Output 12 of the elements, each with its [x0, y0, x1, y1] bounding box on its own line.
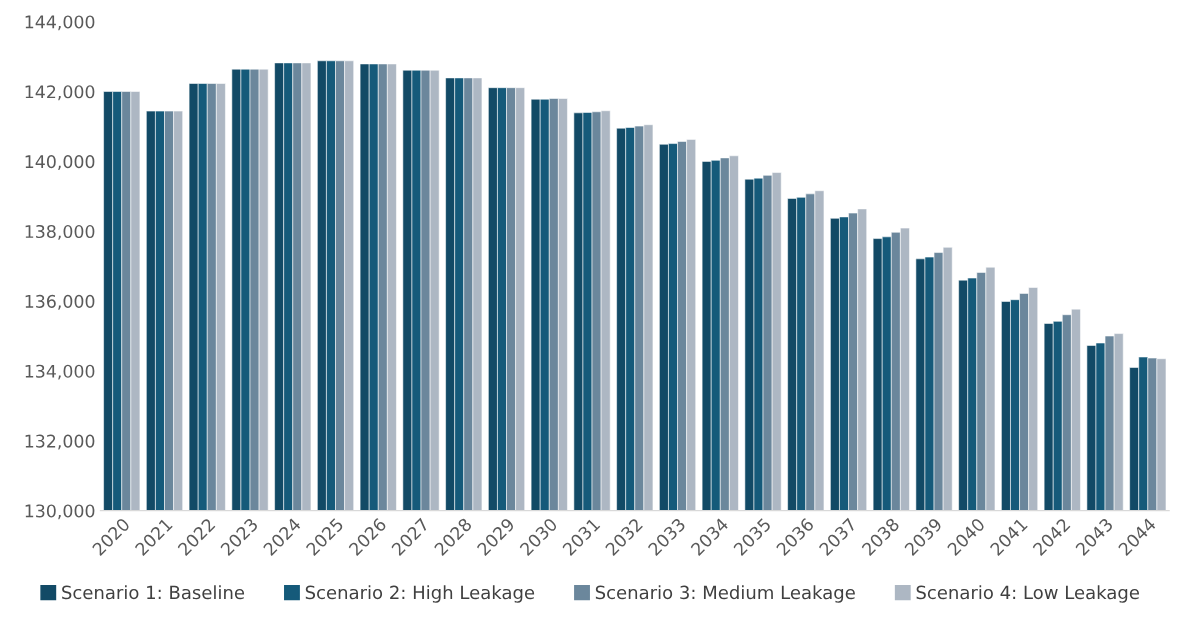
y-tick-label: 142,000 — [25, 85, 95, 101]
y-tick-label: 130,000 — [25, 504, 95, 520]
legend-label: Scenario 3: Medium Leakage — [595, 585, 855, 603]
y-tick-label: 140,000 — [25, 155, 95, 170]
legend-label: Scenario 4: Low Leakage — [916, 585, 1139, 603]
legend-label: Scenario 2: High Leakage — [305, 585, 535, 603]
legend-label: Scenario 1: Baseline — [62, 585, 245, 600]
y-tick-label: 144,000 — [25, 15, 95, 31]
y-tick-label: 138,000 — [25, 224, 95, 240]
y-tick-label: 136,000 — [25, 294, 95, 310]
y-tick-label: 134,000 — [25, 364, 95, 380]
y-tick-label: 132,000 — [25, 434, 95, 450]
